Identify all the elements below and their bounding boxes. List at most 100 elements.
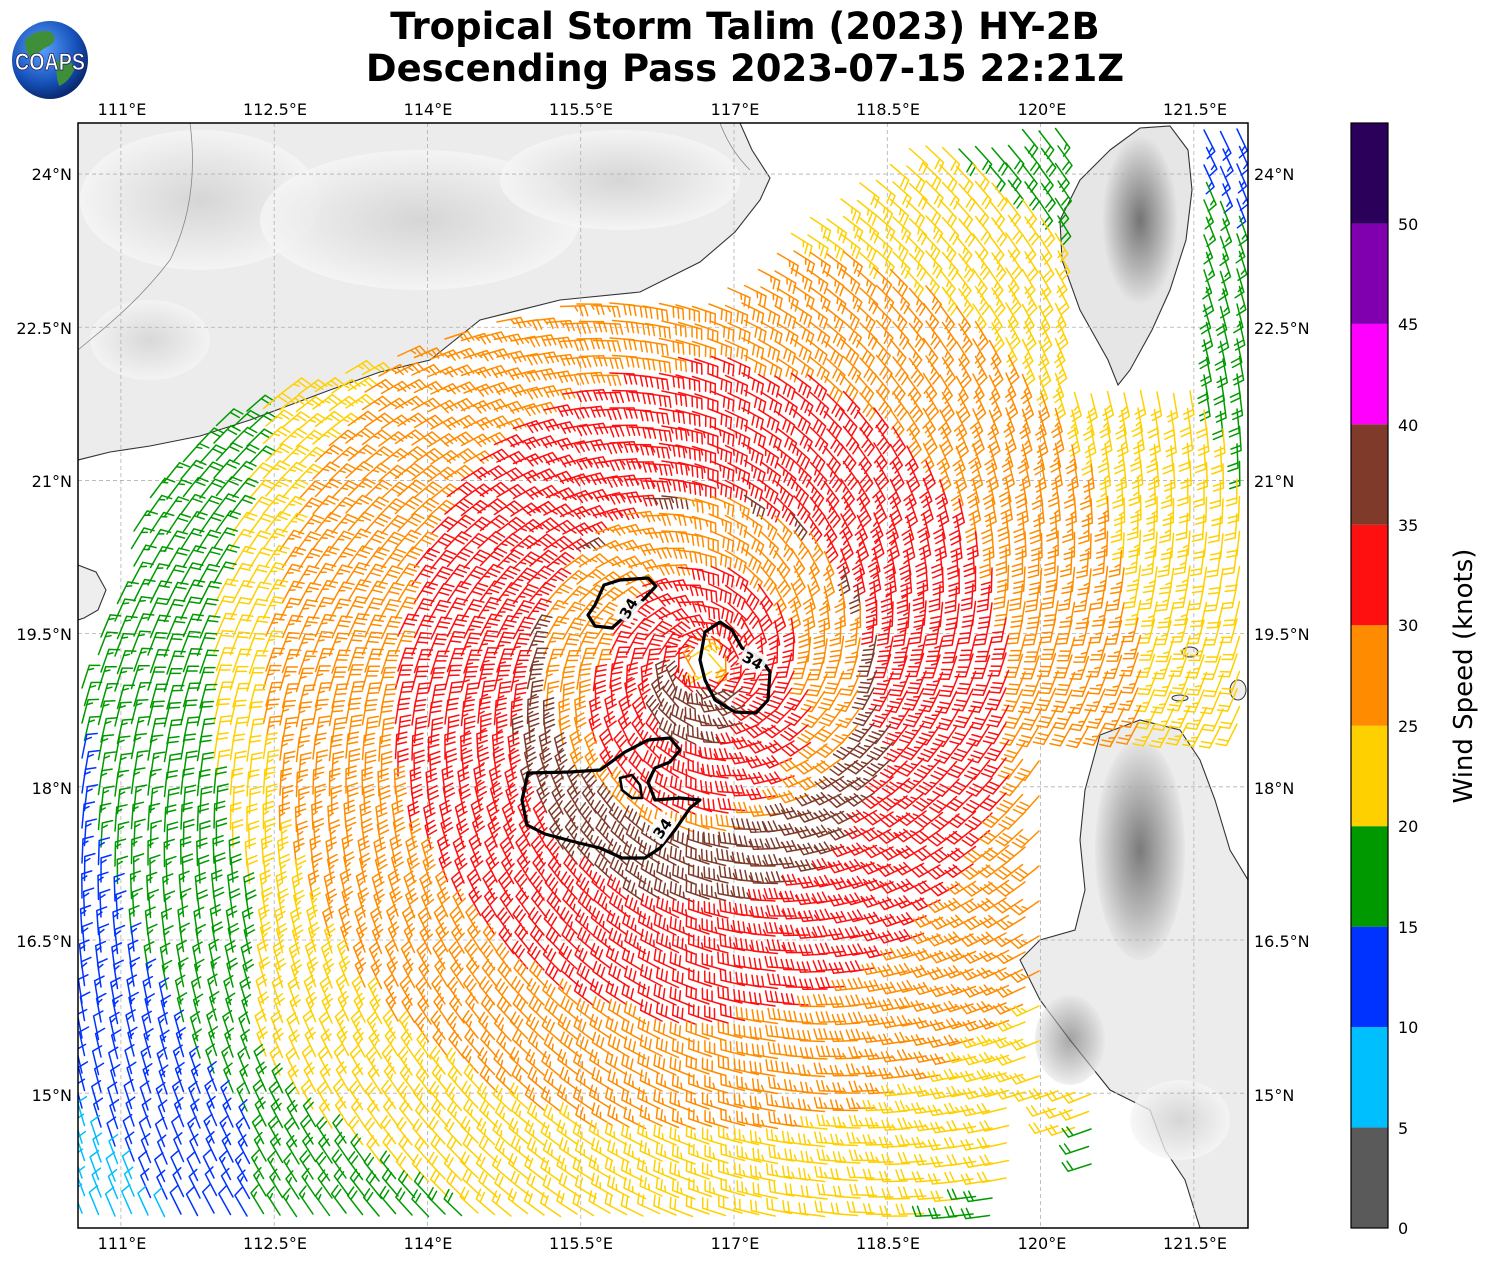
wind-barb xyxy=(946,914,977,929)
wind-barb xyxy=(939,374,953,405)
wind-barb xyxy=(361,395,392,411)
wind-barb xyxy=(328,496,356,517)
wind-barb xyxy=(1058,601,1076,628)
wind-barb xyxy=(861,996,892,1009)
colorbar-bin xyxy=(1351,926,1388,1028)
wind-barb xyxy=(831,1047,861,1060)
wind-barb xyxy=(1196,461,1209,491)
wind-barb xyxy=(815,1011,845,1023)
wind-barb xyxy=(365,1047,380,1077)
wind-barb xyxy=(938,461,952,493)
wind-barb xyxy=(694,323,719,343)
wind-barb xyxy=(344,816,357,847)
wind-barb xyxy=(246,769,260,797)
wind-barb xyxy=(293,889,305,920)
lon-label-top: 121.5°E xyxy=(1163,100,1227,119)
wind-barb xyxy=(826,498,841,528)
wind-barb xyxy=(78,1043,87,1074)
wind-barb xyxy=(591,871,611,899)
wind-barb xyxy=(727,532,750,557)
wind-barb xyxy=(430,683,447,710)
wind-barb xyxy=(824,533,839,564)
wind-barb xyxy=(1198,725,1222,749)
wind-barb xyxy=(1088,618,1106,644)
wind-barb xyxy=(508,1082,529,1110)
wind-barb xyxy=(1207,515,1222,544)
wind-barb xyxy=(881,601,894,630)
wind-barb xyxy=(430,483,460,500)
wind-barb xyxy=(460,499,490,517)
wind-barb xyxy=(626,787,647,815)
wind-barb xyxy=(809,496,826,526)
wind-barb xyxy=(413,414,444,429)
wind-barb xyxy=(611,319,640,334)
wind-barb xyxy=(1185,654,1205,679)
wind-barb xyxy=(578,855,597,884)
wind-barb xyxy=(995,1088,1026,1100)
wind-barb xyxy=(114,838,127,867)
wind-barb xyxy=(83,715,102,742)
wind-barb xyxy=(149,820,163,849)
wind-barb xyxy=(560,995,581,1023)
wind-barb xyxy=(192,993,204,1024)
wind-barb xyxy=(444,330,475,343)
wind-barb xyxy=(299,1114,314,1145)
wind-barb xyxy=(542,697,555,726)
wind-barb xyxy=(180,733,197,760)
wind-barb xyxy=(279,428,308,446)
wind-barb xyxy=(988,304,1003,335)
wind-barb xyxy=(560,960,581,988)
wind-barb xyxy=(1024,251,1039,281)
wind-barb xyxy=(312,732,327,760)
wind-barb xyxy=(380,414,411,430)
wind-barb xyxy=(1235,233,1246,264)
wind-barb xyxy=(229,562,254,586)
wind-barb xyxy=(637,946,661,970)
wind-barb xyxy=(1007,636,1026,662)
wind-barb xyxy=(715,814,743,829)
wind-barb xyxy=(675,584,704,597)
wind-barb xyxy=(906,410,921,441)
wind-barb xyxy=(593,800,611,829)
wind-barb xyxy=(941,356,956,387)
wind-barb xyxy=(287,976,300,1008)
wind-barb xyxy=(348,1115,364,1146)
wind-barb xyxy=(816,1079,845,1093)
wind-barb xyxy=(812,638,828,665)
wind-barb xyxy=(113,959,124,990)
wind-barb xyxy=(840,373,859,402)
wind-barb xyxy=(694,393,719,413)
wind-barb xyxy=(774,550,791,580)
wind-barb xyxy=(925,320,942,350)
wind-barb xyxy=(1038,270,1052,301)
wind-barb xyxy=(864,582,878,612)
wind-barb xyxy=(196,597,219,622)
wind-barb xyxy=(574,1174,597,1199)
wind-barb xyxy=(1009,1039,1040,1051)
wind-barb xyxy=(713,747,743,760)
wind-barb xyxy=(866,741,894,761)
wind-barb xyxy=(1036,652,1057,678)
wind-barb xyxy=(873,372,891,401)
wind-barb xyxy=(830,1133,859,1147)
wind-barb xyxy=(559,1066,581,1093)
wind-barb xyxy=(694,533,719,552)
wind-barb xyxy=(979,879,1010,895)
wind-barb xyxy=(889,408,905,439)
wind-barb xyxy=(811,857,842,871)
wind-barb xyxy=(114,632,135,657)
wind-barb xyxy=(642,445,670,459)
wind-barb xyxy=(609,302,637,317)
wind-barb xyxy=(995,828,1024,847)
wind-barb xyxy=(199,444,227,464)
wind-barb xyxy=(1194,444,1207,474)
wind-barb xyxy=(460,433,491,448)
wind-barb xyxy=(924,425,938,456)
wind-barb xyxy=(828,893,859,907)
wind-barb xyxy=(644,322,671,339)
wind-barb xyxy=(449,994,465,1024)
wind-barb xyxy=(1083,410,1095,441)
wind-barb xyxy=(968,495,982,526)
wind-barb xyxy=(246,428,275,447)
wind-barb xyxy=(812,758,842,774)
